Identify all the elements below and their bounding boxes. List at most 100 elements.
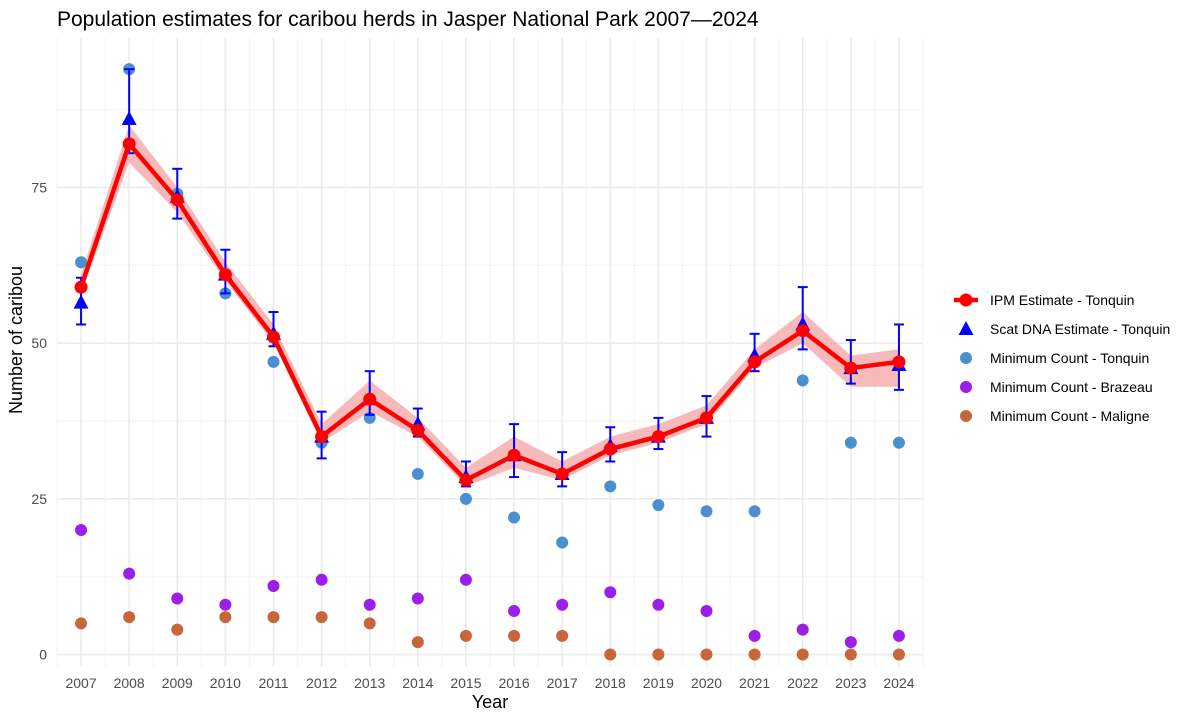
- point-minimum-count-maligne: [892, 648, 905, 661]
- ipm-point: [892, 355, 906, 369]
- x-axis-title: Year: [472, 692, 508, 712]
- ipm-point: [507, 448, 521, 462]
- point-minimum-count-maligne: [363, 617, 376, 630]
- point-minimum-count-tonquin: [604, 480, 617, 493]
- x-tick-label: 2015: [450, 675, 481, 691]
- ipm-point: [218, 268, 232, 282]
- point-minimum-count-brazeau: [700, 604, 713, 617]
- scat-dna-triangle: [121, 110, 137, 125]
- point-minimum-count-maligne: [267, 611, 280, 624]
- ipm-point: [748, 355, 762, 369]
- point-minimum-count-brazeau: [844, 636, 857, 649]
- y-tick-label: 0: [39, 647, 47, 663]
- point-minimum-count-maligne: [652, 648, 665, 661]
- point-minimum-count-tonquin: [267, 355, 280, 368]
- x-tick-label: 2017: [547, 675, 578, 691]
- point-minimum-count-brazeau: [459, 573, 472, 586]
- ipm-point: [651, 430, 665, 444]
- legend-label: Minimum Count - Brazeau: [990, 379, 1153, 395]
- point-minimum-count-tonquin: [748, 505, 761, 518]
- ipm-point: [315, 430, 329, 444]
- point-minimum-count-brazeau: [219, 598, 232, 611]
- legend-label: Minimum Count - Tonquin: [990, 350, 1149, 366]
- point-minimum-count-brazeau: [267, 580, 280, 593]
- x-tick-label: 2018: [595, 675, 626, 691]
- x-tick-label: 2019: [643, 675, 674, 691]
- point-minimum-count-brazeau: [796, 623, 809, 636]
- legend-label: Minimum Count - Maligne: [990, 408, 1150, 424]
- ipm-point: [459, 473, 473, 487]
- ipm-point: [700, 411, 713, 425]
- x-tick-label: 2012: [306, 675, 337, 691]
- x-tick-label: 2009: [162, 675, 193, 691]
- y-tick-label: 50: [31, 335, 47, 351]
- point-minimum-count-maligne: [171, 623, 184, 636]
- point-minimum-count-tonquin: [652, 499, 665, 512]
- x-tick-label: 2024: [883, 675, 914, 691]
- ipm-point: [796, 324, 810, 338]
- point-minimum-count-maligne: [796, 648, 809, 661]
- x-tick-label: 2011: [258, 675, 288, 691]
- ipm-point: [74, 280, 88, 294]
- axis-ticks: 2007 2008 2009 2010 2011 2012 2013 2014 2015 2016…: [31, 179, 914, 691]
- point-minimum-count-maligne: [315, 611, 328, 624]
- point-minimum-count-maligne: [219, 611, 232, 624]
- ipm-point: [603, 442, 617, 456]
- min-count-points: [75, 63, 905, 661]
- x-tick-label: 2014: [402, 675, 433, 691]
- point-minimum-count-tonquin: [459, 492, 472, 505]
- point-minimum-count-maligne: [508, 629, 521, 642]
- ipm-point: [267, 330, 280, 344]
- ipm-point: [170, 193, 184, 207]
- ipm-point: [122, 137, 136, 151]
- scat-dna-triangle: [73, 294, 89, 309]
- ipm-line: [78, 141, 900, 483]
- point-minimum-count-maligne: [556, 629, 569, 642]
- x-tick-label: 2007: [65, 675, 96, 691]
- point-minimum-count-tonquin: [844, 436, 857, 449]
- legend: IPM Estimate - Tonquin Scat DNA Estimate …: [954, 292, 1170, 424]
- point-minimum-count-tonquin: [411, 467, 424, 480]
- point-minimum-count-tonquin: [700, 505, 713, 518]
- y-axis-title: Number of caribou: [6, 266, 26, 414]
- point-minimum-count-maligne: [75, 617, 88, 630]
- point-minimum-count-maligne: [748, 648, 761, 661]
- x-tick-label: 2020: [691, 675, 722, 691]
- x-tick-label: 2010: [210, 675, 241, 691]
- point-minimum-count-brazeau: [652, 598, 665, 611]
- point-minimum-count-brazeau: [411, 592, 424, 605]
- x-tick-label: 2021: [739, 675, 770, 691]
- ipm-point: [555, 467, 569, 481]
- x-tick-label: 2013: [354, 675, 385, 691]
- point-minimum-count-brazeau: [556, 598, 569, 611]
- ipm-point: [844, 361, 858, 375]
- point-minimum-count-maligne: [700, 648, 713, 661]
- legend-key-point: [960, 352, 972, 364]
- point-minimum-count-brazeau: [748, 629, 761, 642]
- legend-key-point: [960, 381, 972, 393]
- point-minimum-count-tonquin: [508, 511, 521, 524]
- point-minimum-count-maligne: [459, 629, 472, 642]
- point-minimum-count-brazeau: [123, 567, 136, 580]
- ipm-confidence-band: [81, 125, 899, 487]
- x-tick-label: 2022: [787, 675, 818, 691]
- legend-key-triangle: [958, 321, 974, 335]
- point-minimum-count-brazeau: [75, 523, 88, 536]
- point-minimum-count-tonquin: [892, 436, 905, 449]
- ipm-point: [363, 392, 377, 406]
- point-minimum-count-brazeau: [604, 586, 617, 599]
- legend-label: Scat DNA Estimate - Tonquin: [990, 321, 1170, 337]
- point-minimum-count-brazeau: [315, 573, 328, 586]
- point-minimum-count-brazeau: [363, 598, 376, 611]
- legend-label: IPM Estimate - Tonquin: [990, 292, 1134, 308]
- legend-key-point: [959, 293, 973, 307]
- point-minimum-count-maligne: [604, 648, 617, 661]
- x-tick-label: 2008: [114, 675, 145, 691]
- point-minimum-count-brazeau: [508, 604, 521, 617]
- ipm-estimate: [74, 137, 906, 487]
- legend-key-point: [960, 410, 972, 422]
- point-minimum-count-tonquin: [556, 536, 569, 549]
- point-minimum-count-brazeau: [171, 592, 184, 605]
- y-tick-label: 75: [31, 179, 47, 195]
